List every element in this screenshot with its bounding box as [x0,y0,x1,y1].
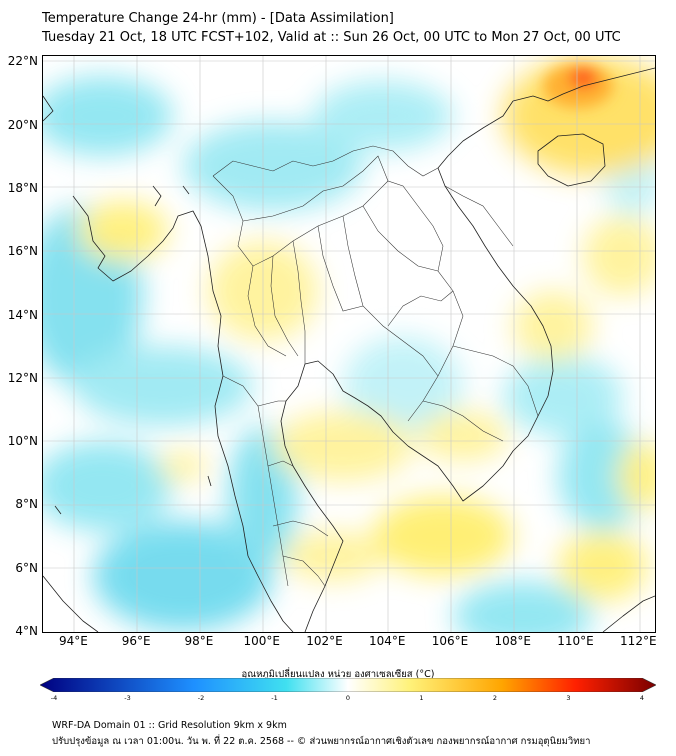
colorbar-tick-label: -1 [271,694,278,702]
lat-tick-label: 14°N [7,307,38,322]
lon-tick-label: 108°E [494,634,532,648]
lat-tick-label: 16°N [7,244,38,259]
field-shading [43,56,655,632]
lat-tick-label: 20°N [7,117,38,132]
lat-tick-label: 22°N [7,54,38,69]
lat-tick-label: 12°N [7,370,38,385]
lat-tick-label: 8°N [15,497,38,512]
lon-tick-label: 96°E [121,634,151,648]
lat-tick-label: 4°N [15,624,38,638]
colorbar-label: อุณหภูมิเปลี่ยนแปลง หน่วย องศาเซลเซียส (… [241,669,435,680]
map-title: Temperature Change 24-hr (mm) - [Data As… [42,11,394,26]
footer-update-credit: ปรับปรุงข้อมูล ณ เวลา 01:00น. วัน พ. ที่… [52,736,591,747]
colorbar-tick-label: 2 [492,694,498,702]
colorbar-tick-label: 0 [345,694,351,702]
lon-tick-label: 104°E [368,634,406,648]
lat-tick-label: 6°N [15,560,38,575]
lon-tick-label: 112°E [620,634,657,648]
temperature-change-field [43,56,655,632]
colorbar [40,678,656,692]
lat-tick-label: 10°N [7,434,38,449]
map-subtitle: Tuesday 21 Oct, 18 UTC FCST+102, Valid a… [42,30,621,45]
graticule [43,56,655,632]
colorbar-tick-label: -2 [197,694,205,702]
lon-tick-label: 94°E [58,634,88,648]
lon-tick-label: 102°E [306,634,343,648]
hotspot-shading [543,64,613,108]
lon-tick-label: 110°E [557,634,594,648]
lon-tick-label: 98°E [184,634,214,648]
lat-tick-label: 18°N [7,180,38,195]
colorbar-tick-label: 3 [566,694,571,702]
lon-tick-label: 100°E [243,634,280,648]
colorbar-tick-label: 1 [419,694,424,702]
provincial-borders [212,145,539,587]
lon-tick-label: 106°E [431,634,469,648]
map-panel [42,55,656,633]
colorbar-tick-label: -3 [124,694,131,702]
colorbar-tick-label: -4 [50,694,58,702]
coastlines [43,67,655,632]
footer-domain-info: WRF-DA Domain 01 :: Grid Resolution 9km … [52,720,287,731]
colorbar-tick-label: 4 [639,694,645,702]
